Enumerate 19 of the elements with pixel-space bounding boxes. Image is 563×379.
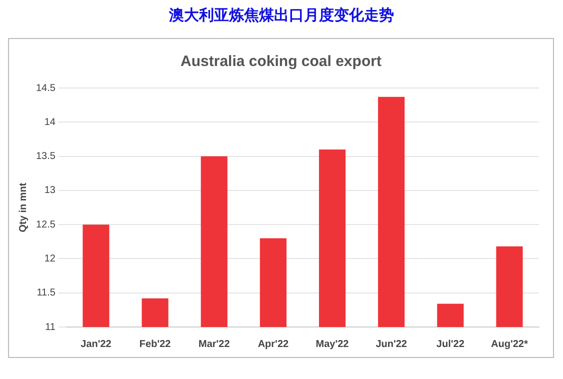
y-tick-label: 12 — [44, 253, 56, 264]
y-tick-label: 12.5 — [36, 219, 56, 230]
x-tick-label: Feb'22 — [139, 338, 172, 350]
y-tick-label: 11 — [45, 322, 56, 333]
x-tick-label: May'22 — [316, 338, 350, 350]
x-tick-label: Mar'22 — [198, 338, 230, 350]
y-tick-label: 11.5 — [36, 288, 56, 299]
y-tick-label: 13.5 — [36, 151, 56, 162]
y-axis-title: Qty in mnt — [18, 182, 29, 232]
x-tick-label: Apr'22 — [258, 338, 289, 350]
y-tick-label: 14.5 — [36, 82, 56, 94]
chart-subtitle: Australia coking coal export — [180, 53, 382, 70]
x-tick-label: Jan'22 — [80, 338, 112, 350]
x-tick-label: Aug'22* — [491, 338, 528, 350]
x-tick-label: Jun'22 — [376, 338, 408, 350]
y-tick-label: 14 — [44, 116, 56, 128]
x-tick-label: Jul'22 — [436, 338, 465, 350]
y-tick-label: 13 — [44, 185, 56, 196]
chart-title: 澳大利亚炼焦煤出口月度变化走势 — [168, 6, 395, 25]
